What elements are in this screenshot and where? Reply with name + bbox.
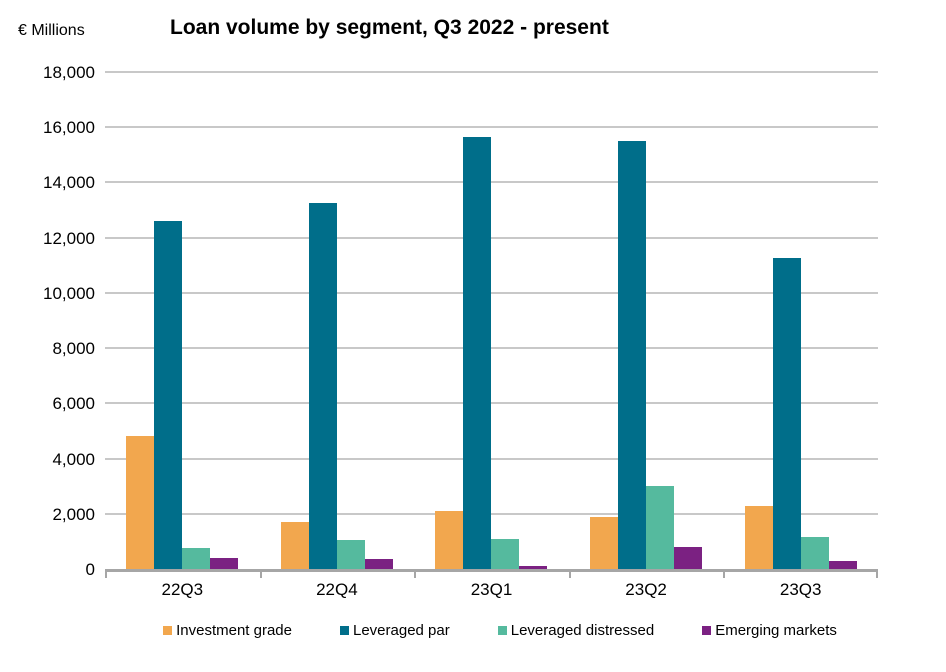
bar-investment-grade-22q4 (280, 522, 309, 569)
bar-emerging-markets-22q3 (210, 557, 239, 569)
gridline (105, 126, 878, 129)
x-category-label-23q3: 23Q3 (779, 580, 822, 599)
legend-label: Leveraged par (353, 622, 450, 639)
gridline (105, 347, 878, 350)
y-tick-label: 4,000 (52, 449, 95, 469)
bar-investment-grade-23q2 (590, 516, 619, 569)
legend-label: Emerging markets (715, 622, 837, 639)
legend-label: Leveraged distressed (510, 622, 655, 639)
x-axis-tick (876, 569, 878, 578)
gridline (105, 236, 878, 239)
bar-investment-grade-23q1 (435, 511, 464, 569)
y-tick-label: 16,000 (43, 118, 95, 138)
bar-leveraged-par-23q2 (618, 141, 647, 569)
y-tick-label: 10,000 (43, 283, 95, 303)
x-axis-line (105, 569, 878, 572)
bar-leveraged-distressed-23q3 (800, 537, 829, 569)
legend-swatch-icon-leveraged-distressed (497, 626, 507, 635)
legend: Investment grade Leveraged par Leveraged d… (105, 622, 895, 639)
bar-investment-grade-23q3 (744, 505, 773, 569)
gridline (105, 181, 878, 184)
gridline (105, 512, 878, 515)
bar-leveraged-par-23q3 (772, 258, 801, 569)
legend-swatch-icon-emerging-markets (702, 626, 712, 635)
legend-item-emerging-markets: Emerging markets (702, 622, 837, 639)
y-axis-unit-label: € Millions (18, 22, 85, 39)
bar-group-23q2 (569, 72, 724, 569)
x-axis-tick (259, 569, 262, 578)
bar-group-22q3 (105, 72, 260, 569)
legend-swatch-icon-leveraged-par (340, 626, 349, 635)
gridline (105, 457, 878, 460)
legend-label: Investment grade (176, 622, 292, 639)
y-tick-label: 0 (85, 560, 95, 579)
x-axis-tick (414, 569, 417, 578)
x-axis-tick (105, 569, 107, 578)
gridline (105, 291, 878, 294)
y-tick-label: 8,000 (52, 339, 95, 359)
legend-item-leveraged-distressed: Leveraged distressed (497, 622, 655, 639)
y-tick-label: 2,000 (52, 504, 95, 524)
legend-item-investment-grade: Investment grade (163, 622, 292, 639)
bar-leveraged-distressed-23q1 (491, 538, 520, 569)
bar-emerging-markets-23q3 (828, 560, 857, 569)
y-tick-label: 14,000 (43, 173, 95, 193)
y-tick-label: 18,000 (43, 63, 95, 82)
bar-leveraged-distressed-22q4 (336, 540, 365, 569)
bar-investment-grade-22q3 (126, 436, 155, 569)
bar-leveraged-par-22q4 (308, 203, 337, 569)
bar-group-23q3 (723, 72, 878, 569)
x-category-label-22q4: 22Q4 (316, 580, 358, 599)
chart-title: Loan volume by segment, Q3 2022 - presen… (170, 16, 609, 39)
bars-layer (105, 72, 878, 569)
bar-group-22q4 (260, 72, 415, 569)
legend-swatch-icon-investment-grade (163, 626, 173, 635)
bar-group-23q1 (414, 72, 569, 569)
x-axis-category-labels: 22Q3 22Q4 23Q1 23Q2 23Q3 (105, 580, 878, 600)
gridline (105, 402, 878, 405)
bar-emerging-markets-22q4 (364, 559, 393, 569)
y-tick-label: 6,000 (52, 394, 95, 414)
x-axis-tick (723, 569, 726, 578)
x-category-label-23q1: 23Q1 (470, 580, 513, 599)
plot-area (105, 71, 878, 578)
x-axis-tick (568, 569, 571, 578)
legend-item-leveraged-par: Leveraged par (340, 622, 450, 639)
bar-leveraged-distressed-23q2 (646, 486, 675, 569)
bar-leveraged-par-22q3 (154, 221, 183, 569)
x-category-label-23q2: 23Q2 (625, 580, 667, 599)
gridline (105, 71, 878, 73)
bar-emerging-markets-23q2 (674, 546, 703, 569)
bar-leveraged-distressed-22q3 (182, 548, 211, 569)
x-category-label-22q3: 22Q3 (161, 580, 204, 599)
y-tick-label: 12,000 (43, 228, 95, 248)
bar-leveraged-par-23q1 (463, 136, 492, 569)
bar-emerging-markets-23q1 (519, 566, 548, 569)
